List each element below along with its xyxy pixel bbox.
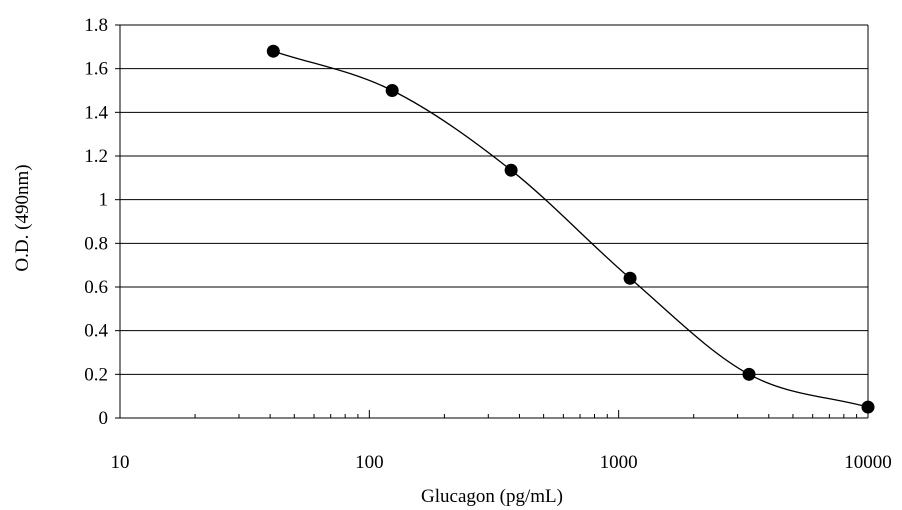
y-tick-label: 0 <box>99 408 109 429</box>
data-point <box>266 44 280 58</box>
x-tick-label: 1000 <box>600 452 638 473</box>
fit-curve-line <box>273 50 869 408</box>
x-axis-title: Glucagon (pg/mL) <box>421 486 563 507</box>
data-points <box>266 44 875 414</box>
data-point <box>623 271 637 285</box>
y-tick-label: 1.4 <box>84 102 108 123</box>
x-tick-label: 10000 <box>844 452 892 473</box>
x-tick-label: 100 <box>355 452 384 473</box>
y-tick-label: 0.8 <box>84 233 108 254</box>
data-point <box>504 163 518 177</box>
y-tick-label: 0.2 <box>84 364 108 385</box>
x-axis-ticks: 10 100 1000 10000 <box>111 410 892 473</box>
y-tick-label: 1.8 <box>84 15 108 36</box>
y-axis-ticks: 0 0.2 0.4 0.6 0.8 1 1.2 1.4 1.6 1.8 <box>84 15 120 429</box>
fit-curve <box>273 50 869 408</box>
axes <box>119 25 869 419</box>
x-tick-label: 10 <box>111 452 130 473</box>
data-point <box>861 400 875 414</box>
y-tick-label: 0.6 <box>84 277 108 298</box>
y-tick-label: 1.6 <box>84 59 108 80</box>
data-point <box>385 84 399 97</box>
y-tick-label: 1.2 <box>84 146 108 167</box>
data-point <box>742 367 756 381</box>
y-tick-label: 1 <box>99 190 109 211</box>
y-tick-label: 0.4 <box>84 321 108 342</box>
y-axis-title: O.D. (490nm) <box>12 164 33 271</box>
grid <box>120 24 868 375</box>
